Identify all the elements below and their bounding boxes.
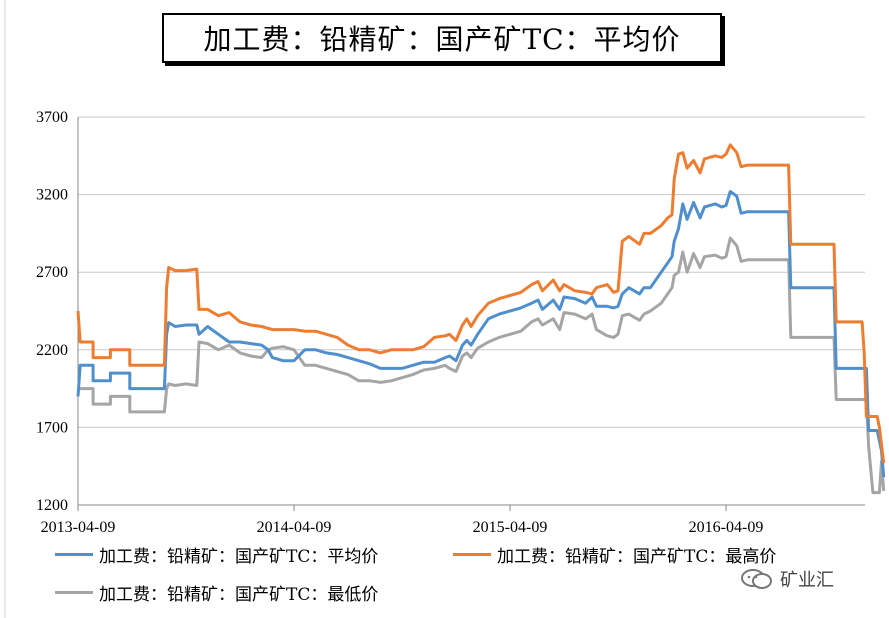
y-tick-label: 1200 — [36, 497, 68, 514]
y-tick-label: 3200 — [36, 187, 68, 204]
legend-swatch-max — [453, 553, 491, 556]
legend-label-average: 加工费：铅精矿：国产矿TC：平均价 — [99, 547, 379, 567]
legend-swatch-average — [55, 553, 93, 556]
legend-label-max: 加工费：铅精矿：国产矿TC：最高价 — [497, 547, 777, 567]
series-line-average — [76, 190, 886, 478]
chart-title: 加工费：铅精矿：国产矿TC：平均价 — [203, 23, 681, 56]
watermark: 矿业汇 — [740, 566, 834, 592]
legend-item-average: 加工费：铅精矿：国产矿TC：平均价 — [55, 542, 378, 567]
x-tick-label: 2013-04-09 — [41, 519, 116, 536]
grid-lines — [78, 116, 865, 506]
y-tick-label: 2200 — [36, 342, 68, 359]
legend-label-min: 加工费：铅精矿：国产矿TC：最低价 — [99, 585, 379, 605]
legend-item-min: 加工费：铅精矿：国产矿TC：最低价 — [55, 580, 378, 605]
y-tick-label: 2700 — [36, 264, 68, 281]
x-tick-label: 2016-04-09 — [689, 519, 764, 536]
y-tick-labels: 1200 1700 2200 2700 3200 3700 — [36, 109, 68, 514]
x-tick-label: 2014-04-09 — [257, 519, 332, 536]
legend-swatch-min — [55, 591, 93, 594]
wechat-icon — [741, 569, 772, 589]
series-lines — [76, 143, 886, 495]
watermark-text: 矿业汇 — [780, 570, 834, 591]
series-line-max — [76, 143, 886, 464]
x-tick-label: 2015-04-09 — [473, 519, 548, 536]
chart-title-box: 加工费：铅精矿：国产矿TC：平均价 — [162, 13, 722, 63]
y-tick-label: 1700 — [36, 419, 68, 436]
x-tick-labels: 2013-04-09 2014-04-09 2015-04-09 2016-04-09 — [41, 519, 764, 536]
legend-item-max: 加工费：铅精矿：国产矿TC：最高价 — [453, 542, 776, 567]
axes — [77, 117, 865, 511]
y-tick-label: 3700 — [36, 109, 68, 126]
series-line-min — [78, 236, 886, 495]
